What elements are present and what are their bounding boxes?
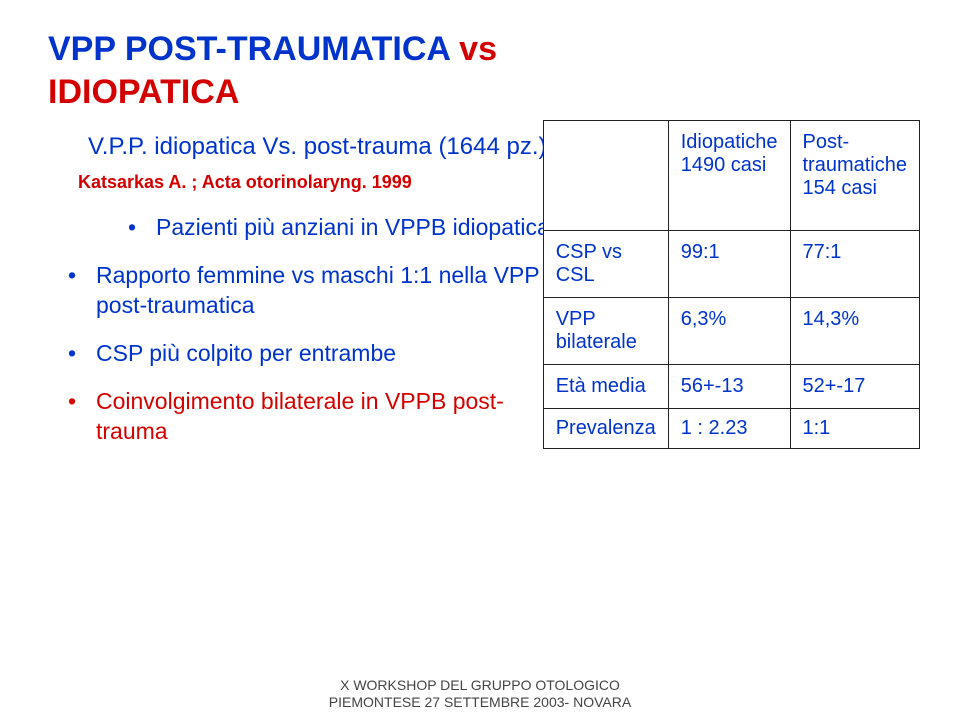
slide-title: VPP POST-TRAUMATICA vs IDIOPATICA	[48, 28, 912, 113]
cell: 14,3%	[790, 298, 920, 365]
bullet-item: Pazienti più anziani in VPPB idiopatica	[128, 213, 558, 243]
bullet-item-highlight: Coinvolgimento bilaterale in VPPB post-t…	[68, 387, 558, 447]
bullet-item: CSP più colpito per entrambe	[68, 339, 558, 369]
subtitle: V.P.P. idiopatica Vs. post-trauma (1644 …	[88, 131, 558, 162]
cell: 52+-17	[790, 365, 920, 409]
table-row: Età media 56+-13 52+-17	[543, 365, 919, 409]
cell: 77:1	[790, 231, 920, 298]
footer: X WORKSHOP DEL GRUPPO OTOLOGICO PIEMONTE…	[0, 677, 960, 711]
table-header-idiopatic: Idiopatiche 1490 casi	[668, 121, 790, 231]
bullet-item: Rapporto femmine vs maschi 1:1 nella VPP…	[68, 261, 558, 321]
cell: 1 : 2.23	[668, 409, 790, 449]
cell: 56+-13	[668, 365, 790, 409]
table-header-empty	[543, 121, 668, 231]
footer-line2: PIEMONTESE 27 SETTEMBRE 2003- NOVARA	[0, 694, 960, 711]
left-column: V.P.P. idiopatica Vs. post-trauma (1644 …	[48, 131, 558, 447]
row-label: Età media	[543, 365, 668, 409]
comparison-table: Idiopatiche 1490 casi Post- traumatiche …	[543, 120, 920, 449]
footer-line1: X WORKSHOP DEL GRUPPO OTOLOGICO	[0, 677, 960, 694]
table-row: CSP vs CSL 99:1 77:1	[543, 231, 919, 298]
cell: 6,3%	[668, 298, 790, 365]
row-label: CSP vs CSL	[543, 231, 668, 298]
row-label: VPP bilaterale	[543, 298, 668, 365]
title-part1: VPP POST-TRAUMATICA	[48, 30, 450, 68]
title-part3: IDIOPATICA	[48, 73, 239, 111]
title-part2: vs	[450, 30, 497, 68]
reference: Katsarkas A. ; Acta otorinolaryng. 1999	[78, 172, 558, 193]
table-row: Prevalenza 1 : 2.23 1:1	[543, 409, 919, 449]
row-label: Prevalenza	[543, 409, 668, 449]
bullet-list: Pazienti più anziani in VPPB idiopatica …	[68, 213, 558, 446]
cell: 99:1	[668, 231, 790, 298]
table-header-posttraumatic: Post- traumatiche 154 casi	[790, 121, 920, 231]
table-row: VPP bilaterale 6,3% 14,3%	[543, 298, 919, 365]
cell: 1:1	[790, 409, 920, 449]
slide: VPP POST-TRAUMATICA vs IDIOPATICA V.P.P.…	[0, 0, 960, 715]
